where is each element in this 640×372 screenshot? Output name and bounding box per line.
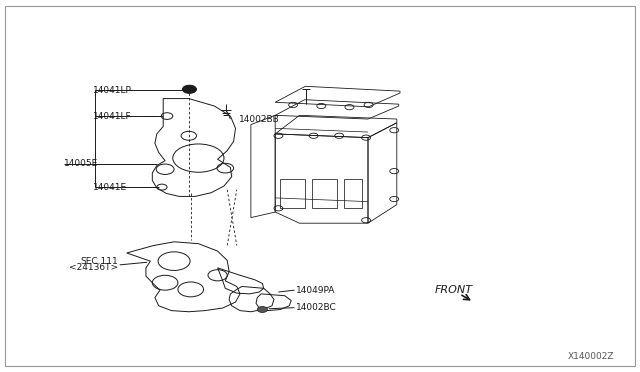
- Circle shape: [182, 85, 196, 93]
- Text: 14005E: 14005E: [64, 159, 99, 168]
- Text: X140002Z: X140002Z: [568, 352, 614, 361]
- Text: 14041E: 14041E: [93, 183, 127, 192]
- Text: 14002BC: 14002BC: [296, 303, 337, 312]
- Text: 14002BB: 14002BB: [239, 115, 280, 124]
- Text: 14041LF: 14041LF: [93, 112, 131, 121]
- Text: 14041LP: 14041LP: [93, 86, 132, 94]
- Bar: [312, 179, 337, 208]
- Text: SEC.111: SEC.111: [81, 257, 118, 266]
- Circle shape: [257, 307, 268, 312]
- Text: FRONT: FRONT: [435, 285, 473, 295]
- Bar: [344, 179, 362, 208]
- Bar: [280, 179, 305, 208]
- Text: 14049PA: 14049PA: [296, 286, 335, 295]
- Text: <24136T>: <24136T>: [69, 263, 118, 272]
